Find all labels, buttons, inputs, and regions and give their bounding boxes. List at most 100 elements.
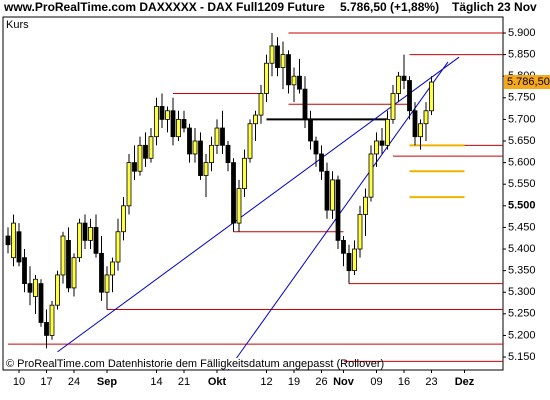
- candle-body: [203, 162, 209, 176]
- candle-body: [374, 140, 379, 155]
- candle-body: [181, 119, 187, 129]
- candle-body: [154, 106, 159, 138]
- plot-layer: 5.150 5.200 5.250 5.300 5.350 5.400 5.450 5.500…: [5, 27, 536, 388]
- candle-body: [132, 162, 137, 172]
- x-tick-label: 14: [150, 376, 162, 388]
- candle-body: [99, 252, 104, 293]
- candle-body: [16, 231, 22, 263]
- x-tick-label: 09: [370, 376, 382, 388]
- x-tick-label: 17: [40, 376, 52, 388]
- candle-body: [429, 81, 434, 112]
- x-tick-label: 12: [260, 376, 272, 388]
- candle-body: [60, 235, 66, 276]
- x-tick-label: 10: [13, 376, 25, 388]
- candle-body: [308, 119, 313, 142]
- x-tick-label: 21: [178, 376, 190, 388]
- candle-body: [110, 261, 115, 276]
- last-price-box: [504, 75, 550, 90]
- candle-body: [148, 136, 154, 159]
- candle-body: [170, 110, 176, 138]
- price-header: 5.786,50 (+1,88%): [340, 0, 439, 14]
- y-tick-label: 5.200: [508, 329, 536, 341]
- candle-body: [401, 75, 407, 81]
- chart-title: www.ProRealTime.com DAXXXXX - DAX Full12…: [3, 0, 325, 14]
- footer: © ProRealTime.com Datenhistorie dem Fäll…: [6, 358, 384, 370]
- candle-body: [187, 127, 192, 155]
- y-tick-label: 5.250: [508, 308, 536, 320]
- candle-body: [352, 248, 357, 272]
- candle-body: [5, 235, 11, 246]
- x-tick-label: Nov: [333, 376, 355, 388]
- y-tick-label: 5.550: [508, 178, 536, 190]
- candle-body: [104, 274, 110, 293]
- candle-body: [275, 45, 280, 68]
- candle-body: [396, 75, 401, 94]
- candle-body: [231, 162, 236, 224]
- candle-body: [82, 222, 88, 241]
- candle-body: [209, 144, 214, 164]
- candle-body: [368, 153, 374, 198]
- candle-body: [198, 140, 203, 176]
- candle-body: [71, 257, 77, 289]
- x-tick-label: 26: [315, 376, 327, 388]
- candle-body: [346, 252, 352, 272]
- candle-body: [264, 62, 269, 94]
- candle-body: [77, 222, 82, 259]
- candle-body: [302, 88, 308, 120]
- candle-body: [407, 80, 412, 112]
- candle-body: [126, 162, 132, 207]
- candle-body: [247, 123, 253, 159]
- y-tick-label: 5.900: [508, 27, 536, 39]
- candle-body: [27, 283, 33, 293]
- x-tick-label: 24: [68, 376, 80, 388]
- candle-body: [66, 239, 71, 289]
- candle-body: [11, 222, 16, 259]
- candle-body: [363, 196, 368, 215]
- candle-body: [297, 75, 302, 90]
- candle-body: [335, 179, 341, 241]
- y-tick-label: 5.400: [508, 243, 536, 255]
- plot-frame: [2, 16, 504, 371]
- candle-body: [137, 144, 143, 172]
- x-tick-label: 16: [398, 376, 410, 388]
- candle-body: [165, 110, 170, 120]
- period: Täglich 23 Nov: [452, 0, 537, 14]
- candle-body: [423, 110, 429, 125]
- candle-body: [115, 231, 121, 263]
- candle-body: [324, 170, 330, 211]
- candle-body: [319, 153, 324, 172]
- candle-body: [286, 54, 291, 86]
- candle-body: [225, 144, 231, 164]
- x-tick-label: Dez: [455, 376, 475, 388]
- candle-body: [88, 227, 93, 241]
- last-price-label: 5.786,50: [507, 76, 550, 88]
- candle-body: [159, 106, 165, 120]
- footer-bg: [4, 358, 344, 369]
- candle-body: [220, 127, 225, 146]
- y-tick-label: 5.750: [508, 92, 536, 104]
- candle-body: [385, 119, 390, 146]
- y-tick-label: 5.700: [508, 113, 536, 125]
- candle-body: [379, 140, 385, 146]
- candle-body: [390, 93, 396, 120]
- candle-body: [253, 114, 258, 125]
- y-tick-label: 5.150: [508, 351, 536, 363]
- candle-body: [330, 179, 335, 211]
- candle-body: [418, 123, 423, 138]
- candle-body: [269, 45, 275, 64]
- candle-body: [357, 214, 363, 250]
- y-tick-label: 5.850: [508, 48, 536, 60]
- x-tick-label: 19: [288, 376, 300, 388]
- candle-body: [38, 283, 44, 323]
- candle-body: [214, 127, 220, 146]
- candle-body: [291, 75, 297, 86]
- candle-body: [412, 110, 418, 138]
- y-tick-label: 5.650: [508, 135, 536, 147]
- candle-body: [176, 119, 181, 138]
- candle-body: [341, 239, 346, 254]
- candle-body: [93, 227, 99, 254]
- candle-body: [33, 278, 38, 297]
- candle-body: [313, 140, 319, 155]
- y-tick-label: 5.500: [508, 200, 536, 212]
- candle-body: [280, 54, 286, 68]
